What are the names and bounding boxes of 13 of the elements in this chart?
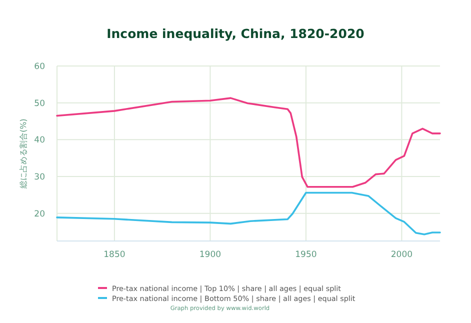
y-tick-label: 60 [34,62,45,72]
y-axis-title: 総に占める割合(%) [19,118,28,190]
x-tick-label: 1850 [104,250,126,260]
y-tick-label: 20 [34,209,45,220]
chart-title: Income inequality, China, 1820-2020 [106,26,365,41]
x-tick-label: 1950 [295,250,317,260]
x-tick-label: 1900 [199,250,222,260]
y-tick-label: 50 [34,98,45,109]
y-tick-label: 40 [34,136,45,146]
x-tick-label: 2000 [390,250,413,260]
y-tick-label: 30 [34,172,45,183]
line-series [56,192,441,236]
line-series [56,97,441,188]
